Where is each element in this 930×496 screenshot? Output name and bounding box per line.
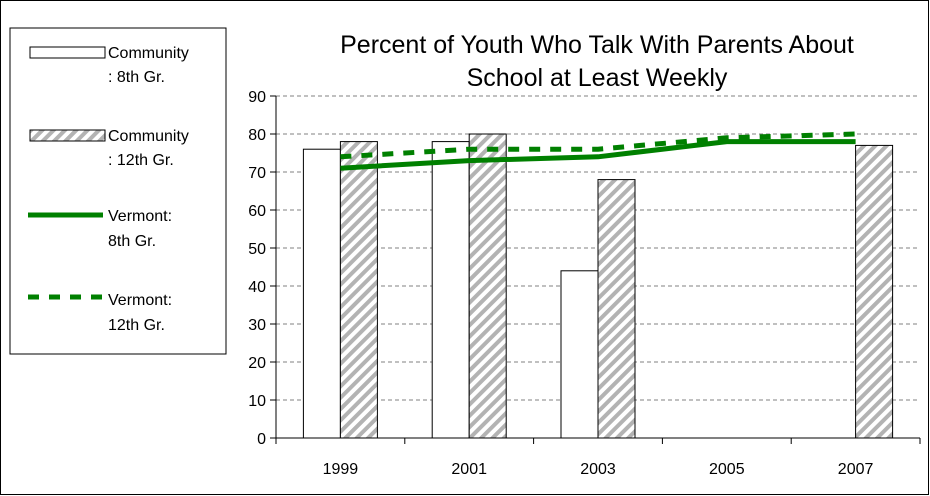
y-tick-label: 80 (248, 127, 266, 144)
bar-community-12th (468, 133, 507, 439)
y-tick-label: 40 (248, 279, 266, 296)
x-tick-label: 1999 (323, 461, 359, 478)
bar-community-12th (339, 141, 378, 439)
legend-label-line-1: Community (108, 128, 189, 145)
series-lines (340, 131, 856, 171)
bars (302, 133, 894, 439)
legend-swatch-white-bar (29, 46, 106, 59)
y-tick-label: 60 (248, 203, 266, 220)
line-vermont-8th (340, 139, 856, 171)
bar-community-8th (431, 141, 470, 439)
chart-title-line-1: Percent of Youth Who Talk With Parents A… (340, 31, 854, 59)
y-tick-label: 10 (248, 393, 266, 410)
y-tick-label: 50 (248, 241, 266, 258)
legend-box (9, 27, 227, 355)
y-tick-label: 30 (248, 317, 266, 334)
legend-swatch-hatched-bar (29, 129, 106, 142)
x-tick-label: 2003 (580, 461, 616, 478)
x-tick-label: 2001 (451, 461, 487, 478)
legend-label-line-2: 12th Gr. (108, 317, 165, 334)
line-vermont-12th (340, 131, 856, 160)
legend-label-line-2: : 12th Gr. (108, 152, 174, 169)
y-tick-label: 90 (248, 89, 266, 106)
x-tick-labels: 1999 2001 2003 2005 2007 (323, 461, 874, 478)
bar-community-12th (597, 179, 636, 439)
legend-item-vermont-12th: Vermont: 12th Gr. (28, 292, 172, 334)
legend-item-community-12th: Community : 12th Gr. (29, 128, 189, 169)
legend-item-vermont-8th: Vermont: 8th Gr. (28, 208, 172, 250)
y-tick-labels: 0 10 20 30 40 50 60 70 80 90 (248, 89, 266, 448)
legend-label-line-1: Vermont: (108, 292, 172, 309)
legend-label-line-2: 8th Gr. (108, 233, 156, 250)
legend-label-line-2: : 8th Gr. (108, 69, 165, 86)
bar-community-8th (560, 270, 599, 439)
chart-title-line-2: School at Least Weekly (467, 64, 728, 92)
x-tick-label: 2005 (709, 461, 745, 478)
y-tick-label: 70 (248, 165, 266, 182)
axes (270, 95, 921, 444)
legend-label-line-1: Community (108, 45, 189, 62)
y-tick-label: 0 (257, 431, 266, 448)
legend-label-line-1: Vermont: (108, 208, 172, 225)
bar-community-8th (302, 148, 341, 439)
x-tick-label: 2007 (838, 461, 874, 478)
legend-item-community-8th: Community : 8th Gr. (29, 45, 189, 86)
legend: Community : 8th Gr. Community : 12th Gr.… (9, 27, 227, 355)
bar-community-12th (855, 144, 894, 439)
y-tick-label: 20 (248, 355, 266, 372)
